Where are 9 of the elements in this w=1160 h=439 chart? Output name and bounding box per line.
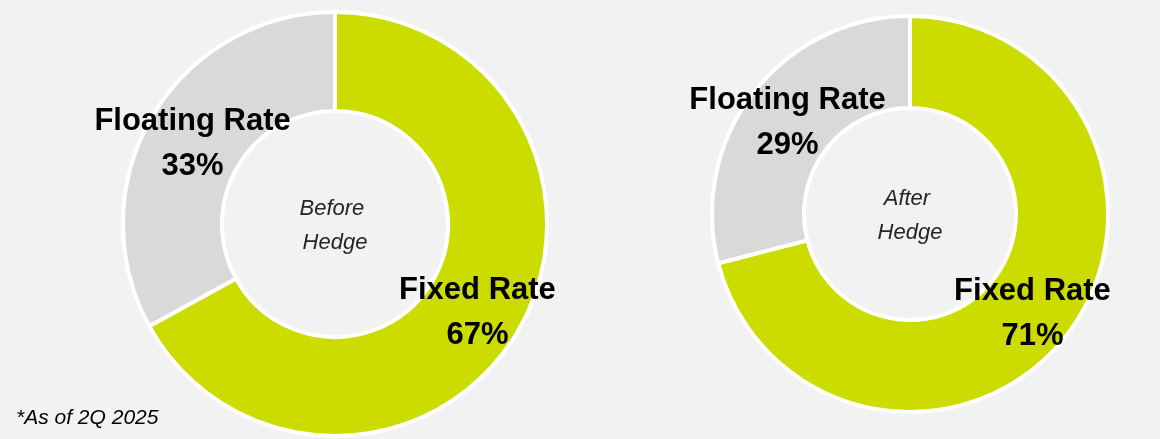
text: Before Hedge (299, 194, 371, 254)
slice-label: Floating Rate (689, 81, 886, 117)
text: After Hedge (877, 184, 943, 244)
text: *As of 2Q 2025 (16, 404, 159, 428)
data-label: 71% (1001, 316, 1064, 352)
data-label: 33% (161, 147, 224, 183)
slice-label: Floating Rate (94, 102, 291, 138)
data-label: 29% (756, 126, 819, 162)
data-label: 67% (446, 315, 509, 351)
